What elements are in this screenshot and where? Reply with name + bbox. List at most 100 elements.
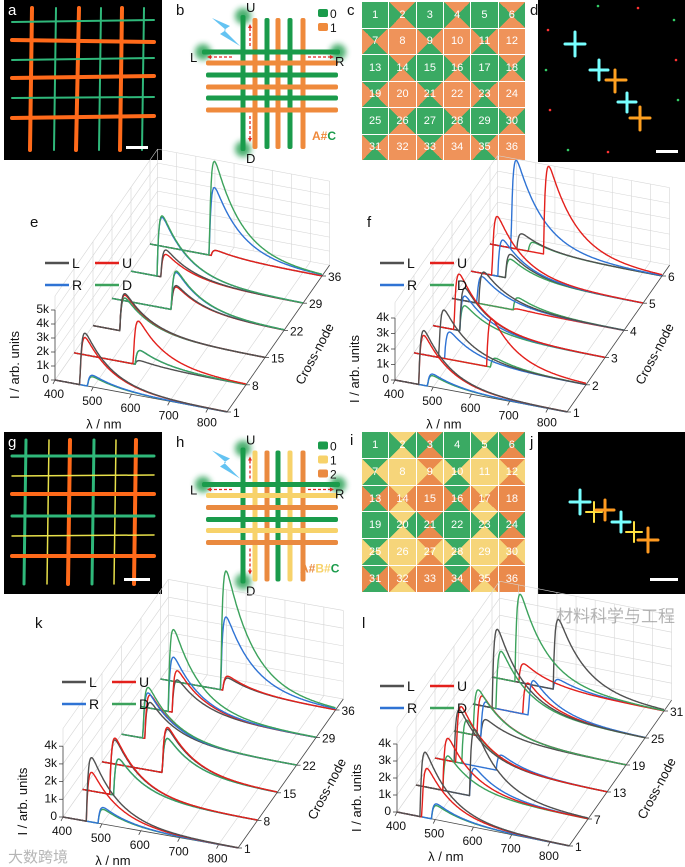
grid-line bbox=[396, 581, 500, 728]
x-tick-label: 800 bbox=[197, 415, 217, 429]
spectrum-trace-R bbox=[453, 701, 627, 766]
emission-dot bbox=[636, 6, 640, 10]
spectrum-trace-U bbox=[73, 320, 247, 385]
watermark-left: 大数跨境 bbox=[8, 848, 69, 866]
arrow-head-icon bbox=[248, 138, 252, 142]
cross-node-cell: 35 bbox=[471, 566, 498, 592]
node-tick-label: 31 bbox=[670, 705, 684, 719]
spectrum-trace-R bbox=[101, 737, 278, 793]
cross-node-cell: 25 bbox=[362, 108, 389, 134]
cross-cyan bbox=[568, 488, 592, 516]
grid-line bbox=[394, 201, 498, 350]
grid-line bbox=[509, 254, 613, 402]
cross-node-cell: 22 bbox=[444, 81, 471, 107]
spectrum-trace-L bbox=[396, 751, 570, 847]
legend-label-U: U bbox=[122, 255, 132, 271]
grid-line bbox=[54, 218, 158, 367]
panel-label-l: l bbox=[362, 615, 365, 632]
excitation-bolt-icon bbox=[212, 450, 240, 479]
cross-node-cell: 10 bbox=[444, 28, 471, 54]
scale-bar bbox=[656, 150, 678, 153]
horizontal-fiber bbox=[206, 84, 338, 90]
x-tick bbox=[60, 816, 64, 822]
cross-node-cell: 11 bbox=[471, 28, 498, 54]
legend-code: 1 bbox=[330, 454, 337, 468]
legend-code: 0 bbox=[330, 440, 337, 454]
vertical-fiber bbox=[264, 18, 270, 149]
scale-bar bbox=[124, 578, 150, 581]
grid-line bbox=[394, 155, 498, 303]
grid-line bbox=[62, 614, 169, 765]
y-tick-label: 1k bbox=[378, 787, 392, 801]
cross-node-cell: 13 bbox=[362, 485, 389, 512]
y-tick-label: 0 bbox=[382, 372, 389, 386]
grid-line bbox=[499, 614, 672, 650]
node-tick-label: 1 bbox=[233, 406, 240, 420]
legend-label-R: R bbox=[407, 700, 417, 716]
port-label-up: U bbox=[246, 433, 255, 448]
y-tick-label: 4k bbox=[376, 310, 390, 324]
cross-node-cell: 32 bbox=[389, 566, 416, 592]
cross-node-cell: 14 bbox=[389, 485, 416, 512]
cross-node-cell: 29 bbox=[471, 539, 498, 566]
y-axis-label: I / arb. units bbox=[349, 764, 364, 832]
node-row-15 bbox=[92, 293, 266, 359]
horizontal-fiber bbox=[206, 72, 338, 78]
cross-node-cell: 2 bbox=[389, 432, 416, 458]
node-row-22 bbox=[111, 270, 285, 331]
grid-line bbox=[62, 667, 169, 818]
cross-node-cell: 16 bbox=[444, 55, 471, 81]
node-row-1 bbox=[54, 332, 228, 413]
legend-label-L: L bbox=[407, 678, 415, 694]
spectrum-trace-U bbox=[470, 215, 644, 304]
x-tick bbox=[545, 408, 549, 413]
x-tick bbox=[167, 401, 171, 406]
panel-label-f: f bbox=[367, 214, 372, 231]
legend-code: 1 bbox=[330, 21, 337, 35]
y-tick-label: 1k bbox=[44, 791, 58, 805]
cross-orange bbox=[636, 526, 660, 554]
grid-line bbox=[157, 190, 330, 224]
x-tick-label: 700 bbox=[499, 408, 519, 422]
waterfall-chart-l: 400 500 600 700 800 λ / nm 0 1k 2k 3k 4k I / arb. u… bbox=[349, 580, 684, 864]
spectrum-trace-L bbox=[62, 757, 239, 849]
cross-node-cell: 12 bbox=[498, 458, 525, 485]
y-tick-label: 4k bbox=[378, 736, 392, 750]
grid-line bbox=[62, 650, 169, 800]
y-tick-label: 4k bbox=[36, 316, 50, 330]
pl-image-d bbox=[538, 0, 685, 162]
grid-line bbox=[499, 648, 672, 684]
grid-line bbox=[169, 254, 273, 402]
horizontal-fiber bbox=[206, 517, 338, 522]
cross-node-cell: 34 bbox=[444, 566, 471, 592]
pl-image-j bbox=[538, 432, 685, 594]
cross-node-cell: 18 bbox=[498, 485, 525, 512]
grid-line bbox=[394, 217, 498, 365]
formula-part: C bbox=[327, 129, 336, 143]
legend-label-L: L bbox=[89, 674, 97, 690]
vertical-fiber bbox=[252, 450, 258, 582]
node-tick-label: 22 bbox=[303, 759, 317, 773]
grid-line bbox=[54, 232, 158, 381]
legend-label-R: R bbox=[407, 277, 417, 293]
z-axis-label: Cross-node bbox=[632, 321, 677, 387]
cross-node-cell: 18 bbox=[498, 55, 525, 81]
grid-line bbox=[396, 632, 500, 779]
spectrum-trace-L bbox=[472, 628, 646, 739]
grid-line bbox=[497, 232, 670, 266]
y-tick-label: 2k bbox=[376, 341, 390, 355]
node-row-8 bbox=[73, 320, 247, 386]
grid-line bbox=[497, 217, 670, 250]
x-axis-label: λ / nm bbox=[426, 416, 461, 431]
spectrum-trace-D bbox=[140, 628, 317, 738]
x-tick bbox=[547, 842, 551, 847]
x-tick-label: 600 bbox=[130, 838, 150, 852]
grid-line bbox=[54, 148, 158, 297]
panel-label-e: e bbox=[30, 214, 38, 231]
y-tick-label: 0 bbox=[384, 804, 391, 818]
port-label-right: R bbox=[335, 54, 344, 69]
z-axis bbox=[568, 699, 672, 847]
vertical-fiber bbox=[252, 18, 258, 149]
grid-line bbox=[207, 261, 311, 409]
